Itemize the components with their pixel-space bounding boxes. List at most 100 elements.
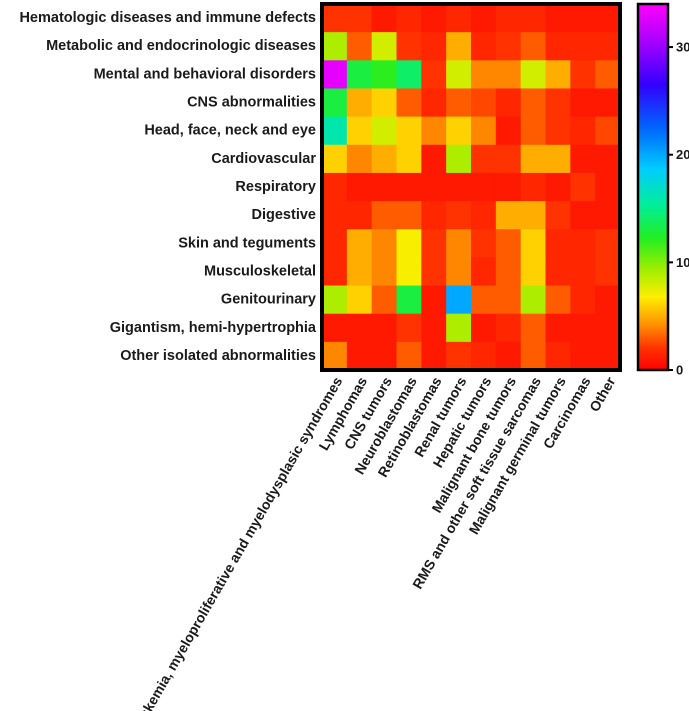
heatmap-cell bbox=[471, 229, 497, 258]
heatmap-cell bbox=[446, 172, 472, 202]
colorbar-tick-label: 10 bbox=[676, 255, 689, 270]
row-label-cns-abnormalities: CNS abnormalities bbox=[187, 95, 316, 111]
heatmap-cell bbox=[346, 313, 373, 343]
heatmap-cell bbox=[495, 285, 522, 315]
heatmap-cell bbox=[471, 341, 497, 371]
heatmap-cell bbox=[346, 32, 373, 61]
heatmap-cell bbox=[421, 341, 447, 371]
column-label-leukemia-myeloproliferative-and-myelodysplasic-syndromes: Leukemia, myeloproliferative and myelody… bbox=[127, 374, 345, 711]
heatmap-cell bbox=[446, 285, 472, 315]
heatmap-cell bbox=[545, 32, 571, 61]
heatmap-cell bbox=[520, 144, 547, 174]
heatmap-cell bbox=[545, 257, 571, 287]
heatmap-cell bbox=[322, 285, 348, 315]
heatmap-cell bbox=[471, 88, 497, 118]
heatmap-cell bbox=[471, 172, 497, 202]
heatmap-cell bbox=[595, 229, 621, 258]
row-label-skin-and-teguments: Skin and teguments bbox=[178, 235, 316, 251]
heatmap-cell bbox=[545, 144, 571, 174]
heatmap-cell bbox=[471, 313, 497, 343]
heatmap-cell bbox=[570, 60, 596, 90]
column-labels: Leukemia, myeloproliferative and myelody… bbox=[127, 374, 619, 711]
heatmap-cell bbox=[346, 60, 373, 90]
heatmap-cell bbox=[471, 201, 497, 230]
heatmap-cell bbox=[520, 257, 547, 287]
heatmap-cell bbox=[495, 313, 522, 343]
heatmap-cell bbox=[371, 116, 398, 146]
heatmap-cell bbox=[396, 116, 422, 146]
heatmap-cell bbox=[471, 4, 497, 33]
heatmap-cell bbox=[446, 144, 472, 174]
row-label-metabolic-and-endocrinologic-diseases: Metabolic and endocrinologic diseases bbox=[46, 38, 316, 54]
row-labels: Hematologic diseases and immune defects M… bbox=[19, 10, 316, 364]
heatmap-cell bbox=[471, 32, 497, 61]
heatmap-cell bbox=[495, 257, 522, 287]
heatmap-cell bbox=[545, 285, 571, 315]
heatmap-cell bbox=[396, 229, 422, 258]
heatmap-cell bbox=[371, 32, 398, 61]
row-label-gigantism-hemi-hypertrophia: Gigantism, hemi-hypertrophia bbox=[110, 320, 317, 336]
heatmap-cell bbox=[520, 4, 547, 33]
heatmap-cell bbox=[595, 341, 621, 371]
heatmap-cell bbox=[570, 313, 596, 343]
heatmap-cell bbox=[520, 32, 547, 61]
heatmap-cell bbox=[520, 229, 547, 258]
colorbar-ticks: 0 10 20 30 bbox=[668, 40, 689, 378]
heatmap-cell bbox=[371, 88, 398, 118]
heatmap-cell bbox=[570, 201, 596, 230]
heatmap-cell bbox=[545, 172, 571, 202]
heatmap-cell bbox=[396, 172, 422, 202]
heatmap-cell bbox=[446, 313, 472, 343]
heatmap-cell bbox=[396, 88, 422, 118]
colorbar-tick-label: 30 bbox=[676, 40, 689, 55]
heatmap-cell bbox=[520, 172, 547, 202]
heatmap-cell bbox=[446, 4, 472, 33]
heatmap-cell bbox=[570, 116, 596, 146]
heatmap-cell bbox=[595, 313, 621, 343]
heatmap-cell bbox=[495, 144, 522, 174]
heatmap-cell bbox=[495, 32, 522, 61]
heatmap-cell bbox=[371, 172, 398, 202]
heatmap-cell bbox=[446, 32, 472, 61]
heatmap-cell bbox=[346, 257, 373, 287]
heatmap-cell bbox=[371, 229, 398, 258]
heatmap-cell bbox=[396, 60, 422, 90]
row-label-mental-and-behavioral-disorders: Mental and behavioral disorders bbox=[94, 66, 316, 82]
heatmap-cell bbox=[495, 172, 522, 202]
heatmap-cell bbox=[545, 116, 571, 146]
heatmap-cell bbox=[595, 257, 621, 287]
row-label-respiratory: Respiratory bbox=[235, 179, 316, 195]
heatmap-cell bbox=[421, 60, 447, 90]
heatmap-cell bbox=[371, 313, 398, 343]
heatmap-cell bbox=[520, 285, 547, 315]
heatmap-cell bbox=[471, 285, 497, 315]
heatmap-cell bbox=[545, 201, 571, 230]
row-label-genitourinary: Genitourinary bbox=[221, 292, 316, 308]
heatmap-cell bbox=[322, 257, 348, 287]
row-label-digestive: Digestive bbox=[252, 207, 316, 223]
row-label-musculoskeletal: Musculoskeletal bbox=[204, 263, 316, 279]
heatmap-cells bbox=[322, 4, 621, 371]
column-label-other: Other bbox=[586, 374, 619, 415]
heatmap-cell bbox=[396, 285, 422, 315]
heatmap-cell bbox=[545, 4, 571, 33]
heatmap-cell bbox=[446, 60, 472, 90]
heatmap-cell bbox=[545, 88, 571, 118]
heatmap-cell bbox=[421, 229, 447, 258]
heatmap-cell bbox=[346, 88, 373, 118]
heatmap-cell bbox=[421, 285, 447, 315]
heatmap-cell bbox=[371, 257, 398, 287]
heatmap-cell bbox=[471, 257, 497, 287]
heatmap-cell bbox=[495, 4, 522, 33]
heatmap-cell bbox=[595, 201, 621, 230]
heatmap-cell bbox=[446, 88, 472, 118]
heatmap-cell bbox=[322, 4, 348, 33]
heatmap-cell bbox=[495, 88, 522, 118]
heatmap-cell bbox=[570, 32, 596, 61]
heatmap-cell bbox=[322, 313, 348, 343]
heatmap-cell bbox=[570, 4, 596, 33]
row-label-other-isolated-abnormalities: Other isolated abnormalities bbox=[120, 348, 316, 364]
heatmap-cell bbox=[371, 341, 398, 371]
row-label-cardiovascular: Cardiovascular bbox=[211, 151, 316, 167]
heatmap-cell bbox=[371, 4, 398, 33]
